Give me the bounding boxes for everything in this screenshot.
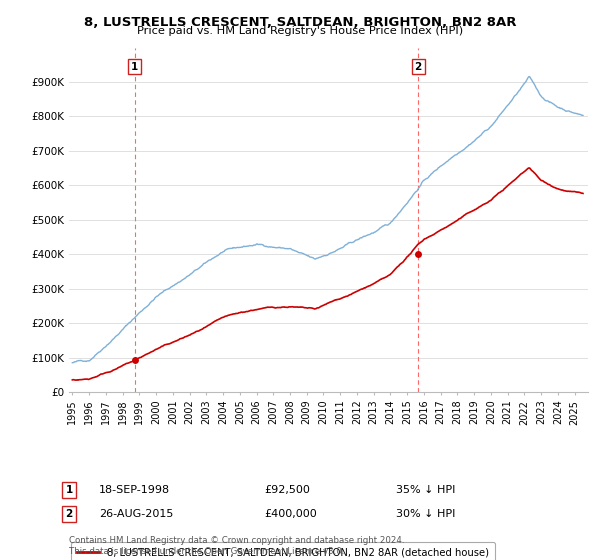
Text: Contains HM Land Registry data © Crown copyright and database right 2024.
This d: Contains HM Land Registry data © Crown c…	[69, 536, 404, 556]
Text: 1: 1	[131, 62, 138, 72]
Text: 2: 2	[65, 509, 73, 519]
Text: 26-AUG-2015: 26-AUG-2015	[99, 509, 173, 519]
Text: 30% ↓ HPI: 30% ↓ HPI	[396, 509, 455, 519]
Text: 1: 1	[65, 485, 73, 495]
Text: 8, LUSTRELLS CRESCENT, SALTDEAN, BRIGHTON, BN2 8AR: 8, LUSTRELLS CRESCENT, SALTDEAN, BRIGHTO…	[84, 16, 516, 29]
Text: 2: 2	[415, 62, 422, 72]
Text: 18-SEP-1998: 18-SEP-1998	[99, 485, 170, 495]
Text: Price paid vs. HM Land Registry's House Price Index (HPI): Price paid vs. HM Land Registry's House …	[137, 26, 463, 36]
Text: 35% ↓ HPI: 35% ↓ HPI	[396, 485, 455, 495]
Text: £400,000: £400,000	[264, 509, 317, 519]
Legend: 8, LUSTRELLS CRESCENT, SALTDEAN, BRIGHTON, BN2 8AR (detached house), HPI: Averag: 8, LUSTRELLS CRESCENT, SALTDEAN, BRIGHTO…	[71, 542, 496, 560]
Text: £92,500: £92,500	[264, 485, 310, 495]
